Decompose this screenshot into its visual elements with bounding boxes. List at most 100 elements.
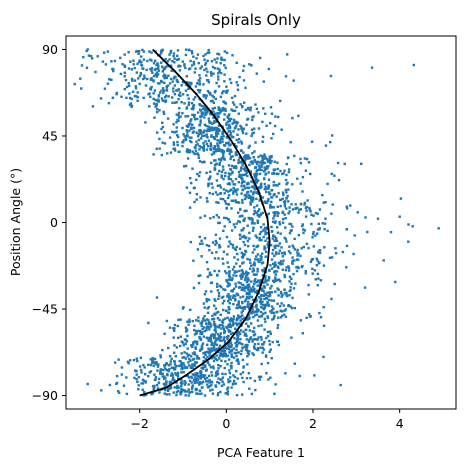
- scatter-point: [235, 201, 238, 204]
- scatter-point: [194, 379, 198, 382]
- fit-curve: [139, 48, 271, 397]
- scatter-point: [281, 172, 284, 176]
- scatter-point: [223, 299, 226, 303]
- scatter-point: [207, 351, 211, 355]
- scatter-point: [212, 116, 215, 119]
- scatter-point: [152, 80, 155, 83]
- scatter-point: [249, 106, 252, 109]
- scatter-point: [157, 69, 160, 72]
- scatter-point: [299, 161, 302, 165]
- scatter-point: [266, 334, 270, 338]
- scatter-point: [235, 348, 238, 352]
- scatter-point: [246, 277, 250, 280]
- scatter-point: [155, 363, 158, 366]
- scatter-point: [210, 349, 214, 353]
- scatter-point: [219, 141, 222, 145]
- scatter-point: [185, 75, 188, 78]
- scatter-point: [252, 269, 256, 272]
- scatter-point: [241, 160, 244, 164]
- scatter-point: [290, 277, 293, 280]
- scatter-point: [237, 303, 240, 306]
- scatter-point: [240, 127, 243, 131]
- scatter-point: [225, 207, 228, 210]
- scatter-point: [317, 222, 320, 225]
- scatter-point: [247, 288, 250, 291]
- scatter-point: [237, 362, 240, 365]
- scatter-point: [233, 94, 237, 98]
- scatter-point: [133, 66, 136, 70]
- scatter-point: [242, 79, 246, 82]
- scatter-point: [263, 305, 267, 308]
- scatter-point: [106, 82, 110, 85]
- scatter-point: [244, 108, 247, 112]
- scatter-point: [234, 248, 237, 252]
- scatter-point: [202, 141, 205, 145]
- scatter-point: [279, 280, 282, 283]
- scatter-point: [251, 186, 255, 189]
- scatter-point: [218, 161, 221, 165]
- scatter-point: [199, 121, 202, 124]
- scatter-point: [181, 112, 184, 115]
- scatter-point: [287, 156, 290, 160]
- scatter-point: [193, 71, 196, 74]
- scatter-point: [241, 358, 245, 362]
- scatter-point: [202, 160, 206, 163]
- scatter-point: [278, 242, 282, 245]
- scatter-point: [305, 242, 309, 245]
- scatter-point: [293, 154, 296, 158]
- scatter-point: [184, 138, 188, 142]
- scatter-point: [259, 56, 262, 60]
- scatter-point: [277, 172, 280, 176]
- scatter-point: [217, 310, 220, 314]
- scatter-point: [333, 282, 336, 286]
- scatter-point: [266, 315, 269, 318]
- scatter-point: [175, 364, 178, 368]
- scatter-point: [308, 315, 312, 318]
- scatter-point: [248, 291, 251, 294]
- scatter-point: [214, 307, 218, 310]
- scatter-point: [319, 316, 323, 319]
- scatter-point: [165, 89, 169, 92]
- scatter-point: [259, 226, 263, 229]
- scatter-point: [220, 336, 223, 339]
- scatter-point: [206, 109, 210, 112]
- scatter-point: [112, 69, 115, 73]
- scatter-point: [217, 75, 220, 78]
- scatter-point: [236, 358, 239, 361]
- scatter-point: [215, 214, 218, 217]
- scatter-point: [296, 254, 299, 257]
- scatter-point: [289, 251, 292, 255]
- scatter-point: [199, 146, 203, 149]
- scatter-point: [235, 370, 238, 373]
- scatter-point: [227, 341, 230, 345]
- scatter-point: [125, 85, 129, 89]
- scatter-point: [343, 162, 346, 166]
- scatter-point: [212, 359, 216, 363]
- scatter-point: [127, 81, 130, 85]
- scatter-point: [264, 250, 268, 253]
- scatter-point: [230, 353, 233, 356]
- scatter-point: [200, 332, 203, 336]
- scatter-point: [265, 293, 268, 297]
- scatter-point: [205, 148, 208, 151]
- scatter-point: [168, 355, 172, 358]
- scatter-point: [285, 294, 289, 298]
- scatter-point: [269, 203, 272, 207]
- scatter-point: [249, 190, 253, 193]
- scatter-point: [252, 289, 256, 293]
- scatter-point: [192, 343, 195, 346]
- scatter-point: [251, 229, 255, 232]
- scatter-point: [227, 299, 230, 303]
- scatter-point: [82, 55, 85, 59]
- scatter-point: [265, 124, 268, 127]
- scatter-point: [258, 166, 261, 170]
- scatter-point: [175, 386, 179, 390]
- scatter-point: [232, 321, 235, 325]
- scatter-point: [240, 269, 244, 272]
- scatter-point: [238, 173, 241, 177]
- scatter-point: [248, 157, 252, 160]
- scatter-point: [241, 164, 244, 167]
- scatter-point: [209, 129, 212, 132]
- scatter-point: [267, 197, 270, 201]
- scatter-point: [210, 343, 213, 346]
